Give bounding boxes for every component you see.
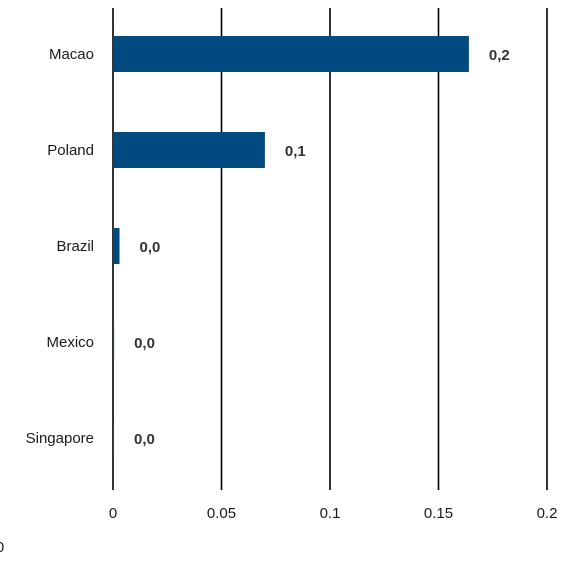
bar-brazil	[113, 228, 120, 264]
bar-singapore	[113, 420, 114, 456]
x-tick-labels: 0 0.05 0.1 0.15 0.2	[109, 505, 558, 522]
data-label: 0,0	[134, 431, 155, 448]
corner-zero-text: 0	[0, 539, 4, 556]
bar-poland	[113, 132, 265, 168]
x-tick-label: 0.15	[424, 505, 453, 522]
x-tick-label: 0.1	[320, 505, 341, 522]
category-label: Mexico	[46, 334, 94, 351]
category-labels: Macao Poland Brazil Mexico Singapore	[26, 46, 94, 447]
bars	[113, 36, 469, 456]
gridlines	[112, 8, 548, 490]
data-label: 0,2	[489, 47, 510, 64]
x-tick-label: 0	[109, 505, 117, 522]
bar-macao	[113, 36, 469, 72]
x-tick-label: 0.05	[207, 505, 236, 522]
data-label: 0,1	[285, 143, 306, 160]
x-tick-label: 0.2	[537, 505, 558, 522]
data-label: 0,0	[134, 335, 155, 352]
category-label: Macao	[49, 46, 94, 63]
data-labels: 0,2 0,1 0,0 0,0 0,0	[134, 47, 510, 448]
category-label: Poland	[47, 142, 94, 159]
bar-mexico	[113, 324, 115, 360]
category-label: Brazil	[56, 238, 94, 255]
data-label: 0,0	[140, 239, 161, 256]
category-label: Singapore	[26, 430, 94, 447]
